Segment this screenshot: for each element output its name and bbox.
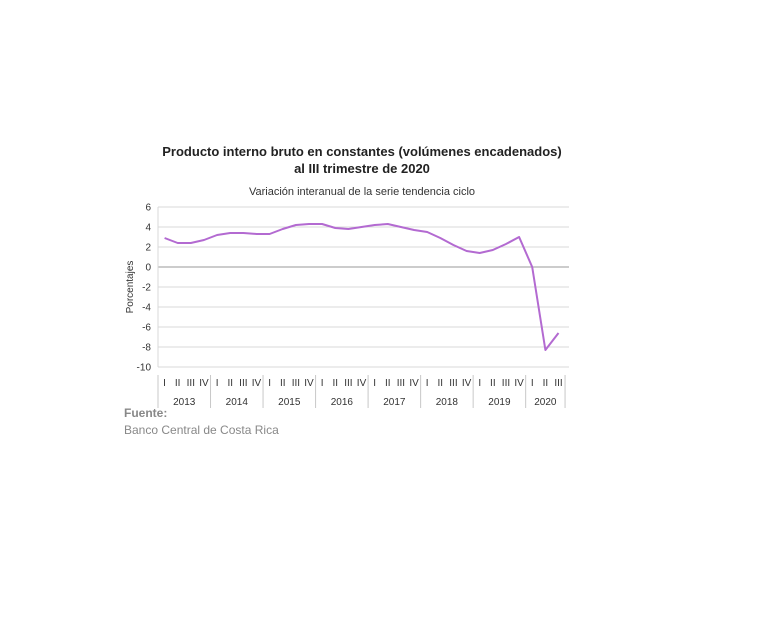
x-quarter-label: III (187, 378, 195, 389)
y-tick-label: 2 (145, 243, 151, 254)
x-quarter-label: III (239, 378, 247, 389)
x-quarter-label: II (175, 378, 181, 389)
y-tick-label: -4 (142, 303, 151, 314)
x-quarter-label: II (280, 378, 286, 389)
x-quarter-label: II (332, 378, 338, 389)
x-quarter-label: III (554, 378, 562, 389)
x-quarter-label: I (268, 378, 271, 389)
x-quarter-label: IV (409, 378, 419, 389)
x-year-label: 2017 (383, 397, 406, 408)
y-tick-label: 4 (145, 223, 151, 234)
x-year-label: 2015 (278, 397, 301, 408)
x-quarter-label: III (344, 378, 352, 389)
x-quarter-label: III (292, 378, 300, 389)
x-quarter-label: I (163, 378, 166, 389)
x-quarter-label: I (321, 378, 324, 389)
chart-subtitle: Variación interanual de la serie tendenc… (249, 186, 475, 198)
chart-title-line1: Producto interno bruto en constantes (vo… (162, 144, 561, 159)
y-axis-label: Porcentajes (125, 261, 136, 314)
x-quarter-label: II (385, 378, 391, 389)
x-year-label: 2019 (488, 397, 511, 408)
x-quarter-label: I (426, 378, 429, 389)
y-tick-label: -10 (137, 363, 152, 374)
x-year-label: 2018 (436, 397, 459, 408)
x-year-label: 2020 (534, 397, 557, 408)
x-quarter-label: IV (514, 378, 524, 389)
x-quarter-label: I (531, 378, 534, 389)
chart-title-line2: al III trimestre de 2020 (294, 161, 430, 176)
x-quarter-label: III (502, 378, 510, 389)
x-quarter-label: I (478, 378, 481, 389)
source-text: Banco Central de Costa Rica (124, 423, 279, 437)
x-quarter-label: IV (462, 378, 472, 389)
y-axis-ticks: 6 4 2 0 -2 -4 -6 -8 -10 (137, 203, 152, 374)
x-quarter-label: IV (199, 378, 209, 389)
x-year-label: 2016 (331, 397, 354, 408)
x-quarter-label: II (543, 378, 549, 389)
x-year-label: 2014 (226, 397, 249, 408)
x-quarter-label: I (373, 378, 376, 389)
series-line (164, 223, 560, 351)
grid-lines (158, 206, 569, 368)
x-quarter-label: IV (252, 378, 262, 389)
y-tick-label: 0 (145, 263, 151, 274)
x-quarter-label: III (397, 378, 405, 389)
x-axis: I II III IV I II III IV I II III IV I II III IV I II III IV… (157, 207, 566, 408)
x-year-label: 2013 (173, 397, 196, 408)
y-tick-label: -6 (142, 323, 151, 334)
x-quarter-label: I (216, 378, 219, 389)
y-tick-label: -2 (142, 283, 151, 294)
x-quarter-label: II (227, 378, 233, 389)
x-quarter-label: IV (357, 378, 367, 389)
x-quarter-label: IV (304, 378, 314, 389)
x-quarter-label: III (449, 378, 457, 389)
source-label: Fuente: (124, 406, 168, 420)
y-tick-label: 6 (145, 203, 151, 214)
series-line-group (164, 223, 560, 351)
x-quarter-label: II (438, 378, 444, 389)
y-tick-label: -8 (142, 343, 151, 354)
x-quarter-label: II (490, 378, 496, 389)
